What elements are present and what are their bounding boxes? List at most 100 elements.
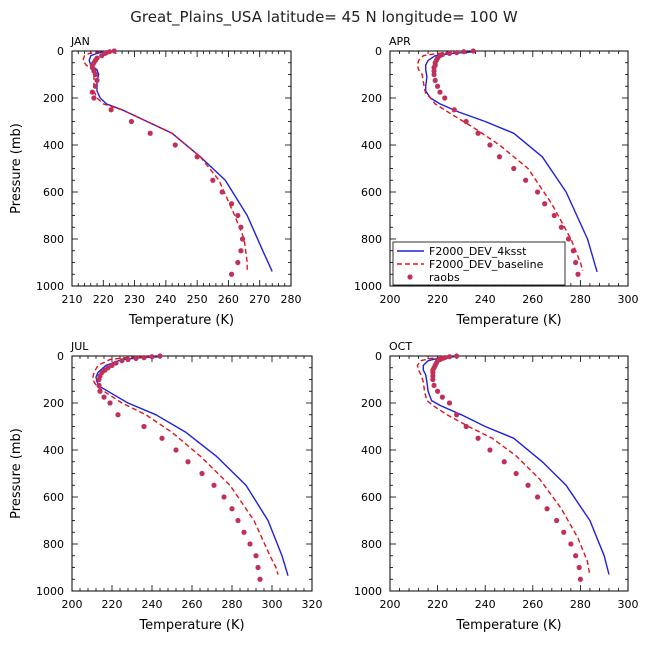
raobs-point — [573, 553, 579, 559]
raobs-point — [454, 412, 460, 418]
raobs-point — [432, 77, 438, 83]
raobs-point — [435, 83, 441, 89]
panels-group: 210 220 230 240 250 260 270 280 0 200 400 600 800 100… — [9, 35, 639, 633]
raobs-point — [576, 564, 582, 571]
raobs-point — [228, 271, 235, 277]
x-tick-label: 280 — [222, 598, 243, 611]
raobs-point — [475, 130, 481, 136]
series-line-f2000-dev-4ksst — [95, 356, 289, 576]
x-axis-label: Temperature (K) — [455, 313, 561, 328]
y-tick-label: 200 — [43, 397, 64, 410]
x-tick-label: 230 — [124, 293, 145, 306]
raobs-point — [211, 482, 217, 488]
raobs-point — [96, 376, 102, 383]
y-tick-label: 1000 — [354, 585, 382, 598]
panel-title: OCT — [389, 340, 412, 353]
raobs-point — [157, 353, 163, 359]
raobs-point — [439, 394, 445, 400]
raobs-point — [446, 400, 453, 406]
y-tick-label: 800 — [361, 538, 382, 551]
raobs-point — [487, 447, 493, 453]
x-tick-label: 250 — [187, 293, 208, 306]
raobs-point — [573, 259, 579, 266]
raobs-point — [461, 49, 467, 55]
x-tick-label: 280 — [281, 293, 302, 306]
raobs-point — [577, 576, 584, 582]
raobs-point — [113, 360, 119, 366]
y-tick-label: 600 — [43, 491, 64, 504]
x-tick-label: 280 — [570, 293, 591, 306]
raobs-point — [570, 248, 576, 254]
raobs-point — [159, 435, 165, 441]
panel-jul: 200 220 240 260 280 300 320 0 200 400 600 800 1000 JU… — [9, 340, 323, 633]
raobs-point — [229, 506, 235, 512]
raobs-point — [501, 459, 507, 465]
x-tick-label: 260 — [522, 293, 543, 306]
raobs-point — [147, 130, 153, 136]
raobs-point — [107, 400, 113, 406]
y-tick-label: 0 — [375, 350, 382, 363]
raobs-point — [255, 564, 261, 571]
raobs-point — [513, 470, 519, 477]
series-line-f2000-dev-baseline — [82, 51, 248, 271]
raobs-point — [437, 89, 443, 95]
raobs-point — [568, 541, 574, 547]
y-tick-label: 1000 — [36, 585, 64, 598]
y-tick-label: 600 — [43, 186, 64, 199]
raobs-point — [241, 529, 247, 535]
panel-jan: 210 220 230 240 250 260 270 280 0 200 400 600 800 100… — [9, 35, 302, 328]
raobs-point — [238, 224, 244, 230]
raobs-point — [247, 541, 253, 547]
x-tick-label: 200 — [62, 598, 83, 611]
raobs-point — [89, 89, 95, 95]
raobs-point — [523, 177, 529, 183]
raobs-point — [239, 236, 246, 242]
x-tick-label: 210 — [62, 293, 83, 306]
raobs-point — [551, 212, 557, 219]
raobs-point — [554, 517, 560, 524]
raobs-point — [542, 201, 548, 207]
series-line-f2000-dev-4ksst — [88, 51, 273, 272]
legend-label: F2000_DEV_baseline — [429, 258, 544, 271]
legend-label: raobs — [429, 271, 460, 284]
raobs-point — [91, 95, 97, 101]
y-tick-label: 400 — [361, 139, 382, 152]
series-line-f2000-dev-baseline — [92, 356, 279, 575]
series-line-f2000-dev-4ksst — [422, 356, 610, 575]
raobs-point — [111, 48, 117, 54]
raobs-point — [534, 189, 541, 195]
y-tick-label: 0 — [57, 45, 64, 58]
y-tick-label: 1000 — [36, 280, 64, 293]
raobs-point — [454, 50, 460, 56]
plot-frame — [71, 50, 292, 287]
x-tick-label: 220 — [427, 598, 448, 611]
legend-label: F2000_DEV_4ksst — [429, 245, 527, 258]
raobs-point — [525, 482, 531, 488]
x-tick-label: 220 — [102, 598, 123, 611]
raobs-point — [128, 118, 135, 125]
x-tick-label: 220 — [427, 293, 448, 306]
raobs-point — [101, 394, 107, 400]
raobs-point — [496, 154, 503, 160]
raobs-point — [228, 201, 235, 207]
raobs-point — [92, 83, 99, 89]
x-tick-label: 280 — [570, 598, 591, 611]
raobs-point — [235, 517, 241, 524]
raobs-point — [194, 154, 200, 160]
raobs-point — [172, 142, 178, 148]
raobs-point — [435, 388, 441, 394]
raobs-point — [125, 356, 131, 363]
x-tick-label: 260 — [218, 293, 239, 306]
raobs-point — [454, 353, 460, 359]
raobs-point — [219, 189, 225, 195]
raobs-point — [442, 95, 448, 101]
plot-frame — [389, 355, 629, 592]
y-tick-label: 800 — [361, 233, 382, 246]
x-tick-label: 200 — [380, 598, 401, 611]
y-tick-label: 400 — [43, 139, 64, 152]
raobs-point — [487, 142, 493, 148]
series-line-f2000-dev-baseline — [416, 51, 584, 271]
x-tick-label: 240 — [155, 293, 176, 306]
raobs-point — [210, 177, 216, 183]
y-tick-label: 600 — [361, 491, 382, 504]
